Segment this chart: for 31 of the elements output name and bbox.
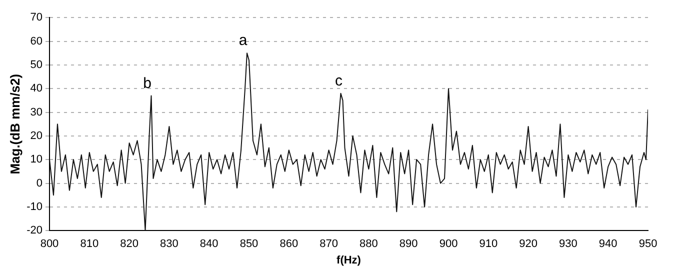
x-tick-label: 950 — [638, 238, 658, 250]
y-tick-label: 10 — [30, 154, 42, 166]
x-tick-label: 810 — [80, 238, 99, 250]
x-tick-label: 840 — [200, 238, 218, 250]
y-tick-label: 30 — [30, 106, 42, 118]
y-tick-label: -20 — [26, 224, 42, 237]
x-tick-label: 910 — [479, 238, 498, 250]
annotation: a — [238, 32, 248, 50]
x-tick-label: 930 — [559, 238, 578, 250]
y-tick-label: 40 — [30, 82, 42, 95]
x-tick-label: 800 — [40, 238, 59, 250]
y-tick-label: 70 — [30, 12, 42, 24]
y-tick-label: 50 — [30, 58, 42, 71]
x-tick-label: 830 — [160, 238, 178, 250]
annotation: b — [143, 74, 152, 92]
x-tick-label: 820 — [120, 238, 138, 250]
y-axis-title: Mag.(dB mm/s2) — [7, 74, 22, 174]
x-tick-label: 880 — [360, 238, 378, 250]
y-tick-label: 20 — [30, 130, 42, 142]
x-tick-label: 860 — [280, 238, 298, 250]
x-tick-label: 890 — [399, 238, 418, 250]
x-tick-label: 870 — [320, 238, 338, 250]
x-tick-label: 940 — [598, 238, 618, 250]
x-tick-label: 900 — [439, 238, 458, 250]
y-tick-label: 0 — [36, 177, 42, 190]
x-axis-title: f(Hz) — [336, 254, 362, 266]
y-tick-label: -10 — [26, 200, 42, 213]
x-tick-label: 850 — [240, 238, 258, 250]
x-tick-label: 920 — [519, 238, 538, 250]
y-tick-label: 60 — [30, 35, 42, 48]
annotation: c — [335, 72, 344, 90]
